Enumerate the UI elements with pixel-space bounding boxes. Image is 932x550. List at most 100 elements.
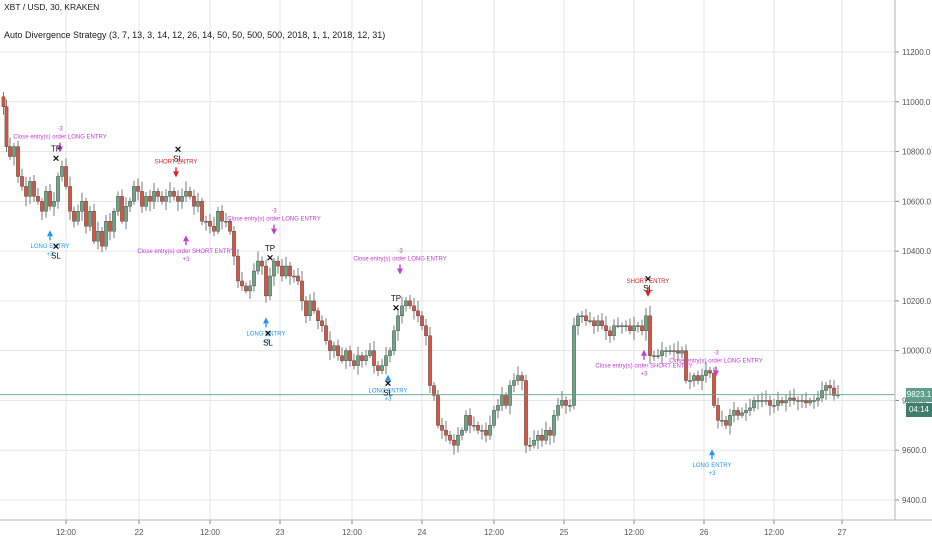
close-signal-label: Close entry(s) order LONG ENTRY xyxy=(669,359,763,365)
candle-body xyxy=(264,265,268,297)
candle-body xyxy=(368,350,372,356)
candle-body xyxy=(476,425,480,431)
position-size-label: +3 xyxy=(709,471,717,477)
close-arrow-icon xyxy=(57,146,63,153)
candle-body xyxy=(492,410,496,426)
candle-body xyxy=(296,275,300,282)
short-signal-label: SHORT ENTRY xyxy=(627,279,670,285)
candle-body xyxy=(740,412,744,416)
candle-body xyxy=(392,330,396,351)
position-size-label: +3 xyxy=(385,397,393,403)
close-arrow-icon xyxy=(713,370,719,377)
candle-body xyxy=(40,201,44,212)
candle-body xyxy=(32,181,36,197)
candle-body xyxy=(212,226,216,232)
close-signal-label: Close entry(s) order LONG ENTRY xyxy=(227,217,321,223)
long-arrow-icon xyxy=(709,449,715,456)
y-tick-label: 9600.0 xyxy=(902,446,927,455)
candle-body xyxy=(684,350,688,381)
candle-body xyxy=(744,410,748,414)
candle-body xyxy=(28,181,32,197)
candle-body xyxy=(324,325,328,341)
candle-body xyxy=(552,415,556,436)
candle-body xyxy=(180,196,184,202)
grid xyxy=(0,0,895,520)
candle-body xyxy=(84,201,88,227)
candle-body xyxy=(760,400,764,402)
study-legend[interactable]: Auto Divergence Strategy (3, 7, 13, 3, 1… xyxy=(4,30,386,40)
long-signal-label: LONG ENTRY xyxy=(369,389,408,395)
candle-body xyxy=(832,387,836,396)
candle-body xyxy=(148,196,152,202)
candle-body xyxy=(616,325,620,327)
candle-body xyxy=(284,265,288,277)
candle-body xyxy=(236,255,240,282)
stop-x-marker: ✕ xyxy=(52,154,60,164)
candle-body xyxy=(716,405,720,421)
candle-body xyxy=(748,407,752,411)
bar-countdown-badge: 04:14 xyxy=(906,402,932,417)
y-tick-label: 10800.0 xyxy=(902,148,931,157)
candle-body xyxy=(644,315,648,331)
candle-body xyxy=(764,400,768,402)
candle-body xyxy=(224,221,228,223)
candle-body xyxy=(48,191,52,207)
candle-body xyxy=(252,270,256,287)
candle-body xyxy=(568,405,572,407)
candle-body xyxy=(604,325,608,331)
y-tick-label: 11000.0 xyxy=(902,98,931,107)
candle-body xyxy=(352,360,356,366)
candle-body xyxy=(800,400,804,402)
x-tick-label: 26 xyxy=(700,528,709,537)
long-signal-label: LONG ENTRY xyxy=(247,331,286,337)
candle-body xyxy=(808,400,812,404)
candle-body xyxy=(700,375,704,381)
candle-body xyxy=(24,186,28,197)
candle-body xyxy=(464,415,468,431)
candle-body xyxy=(216,211,220,232)
candle-body xyxy=(300,280,304,302)
price-axis[interactable]: 9400.09600.09800.010000.010200.010400.01… xyxy=(894,0,931,520)
x-tick-label: 25 xyxy=(560,528,569,537)
close-signal-label: Close entry(s) order LONG ENTRY xyxy=(13,135,107,141)
candle-body xyxy=(444,430,448,436)
candle-body xyxy=(360,355,364,361)
x-tick-label: 12:00 xyxy=(764,528,785,537)
candle-body xyxy=(660,350,664,356)
candle-body xyxy=(756,400,760,402)
candle-body xyxy=(12,146,16,157)
position-size-label: -3 xyxy=(397,248,403,254)
time-axis[interactable]: 12:00 22 12:00 23 12:00 24 12:00 25 12:00 26 12:00… xyxy=(0,519,932,537)
candle-body xyxy=(428,335,432,386)
candle-body xyxy=(512,380,516,386)
candle-body xyxy=(480,430,484,432)
short-arrow-icon xyxy=(645,290,651,297)
candle-body xyxy=(712,372,716,406)
candle-body xyxy=(280,265,284,277)
candle-body xyxy=(648,315,652,356)
candle-body xyxy=(376,365,380,371)
candle-body xyxy=(136,186,140,192)
candle-body xyxy=(172,191,176,197)
candle-body xyxy=(304,300,308,317)
candle-body xyxy=(228,221,232,232)
candle-body xyxy=(816,397,820,401)
candle-body xyxy=(788,397,792,401)
candle-body xyxy=(308,300,312,317)
candle-body xyxy=(452,440,456,446)
y-tick-label: 10200.0 xyxy=(902,297,931,306)
candle-body xyxy=(692,375,696,381)
candle-body xyxy=(192,196,196,207)
candle-body xyxy=(420,315,424,326)
candle-body xyxy=(608,330,612,336)
candle-body xyxy=(796,400,800,402)
candle-body xyxy=(564,400,568,406)
candle-body xyxy=(456,435,460,446)
stop-x-marker: ✕ xyxy=(264,329,272,339)
candle-body xyxy=(792,397,796,401)
candle-body xyxy=(532,440,536,446)
candle-body xyxy=(388,350,392,356)
long-arrow-icon xyxy=(263,317,269,324)
candle-body xyxy=(80,201,84,212)
